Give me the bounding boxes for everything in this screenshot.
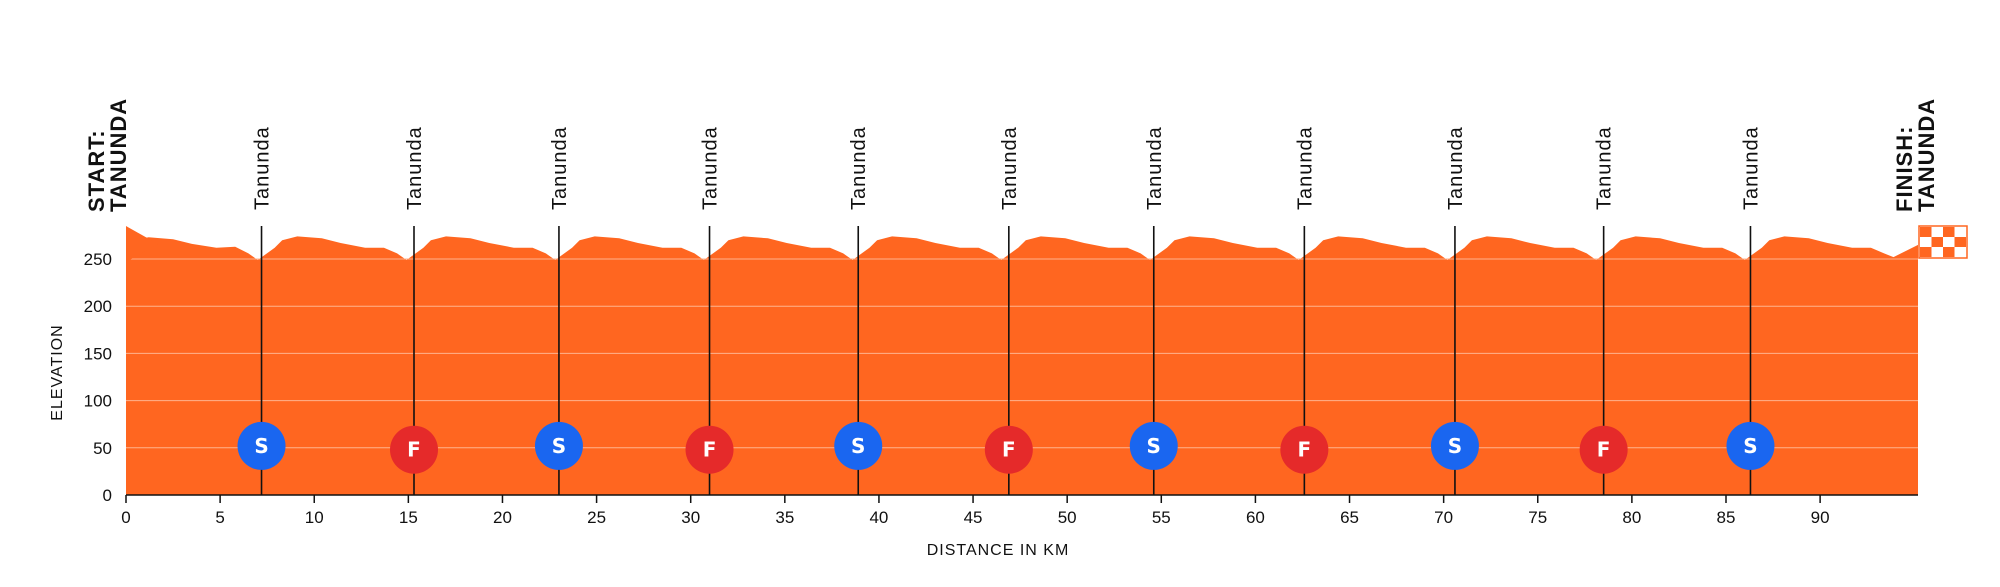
place-label-5: Tanunda <box>848 126 870 210</box>
place-label-9: Tanunda <box>1445 126 1467 210</box>
x-tick-label-60: 60 <box>1246 508 1265 527</box>
place-label-3: Tanunda <box>549 126 571 210</box>
x-tick-label-15: 15 <box>399 508 418 527</box>
finish-flag-cell-1-3 <box>1954 237 1966 247</box>
x-tick-label-30: 30 <box>681 508 700 527</box>
place-label-11: Tanunda <box>1740 126 1762 210</box>
y-tick-label-100: 100 <box>84 392 112 411</box>
finish-flag-cell-0-2 <box>1943 227 1955 237</box>
feed-marker-icon-8 <box>1280 425 1329 474</box>
feed-marker-letter-10: F <box>1597 438 1611 462</box>
sprint-marker-icon-3 <box>534 421 583 470</box>
x-axis-title: DISTANCE IN KM <box>927 542 1070 559</box>
feed-marker-icon-2 <box>390 425 438 474</box>
x-tick-label-20: 20 <box>493 508 512 527</box>
x-tick-label-45: 45 <box>964 508 983 527</box>
place-label-10: Tanunda <box>1594 126 1616 210</box>
start-flag-icon <box>126 226 158 262</box>
x-tick-label-35: 35 <box>775 508 794 527</box>
finish-flag-cell-2-0 <box>1920 247 1932 257</box>
feed-marker-letter-4: F <box>703 438 717 462</box>
sprint-marker-icon-1 <box>237 421 286 470</box>
sprint-marker-letter-3: S <box>552 434 566 458</box>
feed-marker-icon-10 <box>1579 425 1628 474</box>
feed-marker-letter-6: F <box>1002 438 1016 462</box>
y-tick-label-250: 250 <box>84 250 112 269</box>
finish-flag-cell-1-1 <box>1931 237 1943 247</box>
place-label-6: Tanunda <box>999 126 1021 210</box>
finish-flag-cell-0-0 <box>1920 227 1932 237</box>
x-tick-label-85: 85 <box>1717 508 1736 527</box>
sprint-marker-letter-11: S <box>1743 434 1757 458</box>
x-tick-label-0: 0 <box>121 508 130 527</box>
sprint-marker-icon-7 <box>1129 421 1178 470</box>
x-tick-label-40: 40 <box>869 508 888 527</box>
x-tick-label-50: 50 <box>1058 508 1077 527</box>
sprint-marker-letter-5: S <box>851 434 865 458</box>
y-tick-label-150: 150 <box>84 344 112 363</box>
x-tick-label-90: 90 <box>1811 508 1830 527</box>
x-tick-label-65: 65 <box>1340 508 1359 527</box>
x-tick-label-75: 75 <box>1528 508 1547 527</box>
start-label-line-1: START: <box>84 129 109 212</box>
feed-marker-icon-4 <box>685 425 734 474</box>
sprint-marker-letter-1: S <box>254 434 268 458</box>
finish-label-line-1: FINISH: <box>1892 126 1917 212</box>
x-tick-label-80: 80 <box>1622 508 1641 527</box>
x-tick-label-70: 70 <box>1434 508 1453 527</box>
y-tick-label-200: 200 <box>84 297 112 316</box>
feed-marker-letter-2: F <box>407 438 421 462</box>
axes: 0 50 100 150 200 250 ELEVATION 0 5 10 15 20 25 30 35 40… <box>49 250 1918 559</box>
x-tick-label-5: 5 <box>215 508 224 527</box>
y-tick-label-50: 50 <box>93 439 112 458</box>
feed-marker-letter-8: F <box>1298 438 1312 462</box>
feed-marker-icon-6 <box>984 425 1033 474</box>
finish-label-line-2: TANUNDA <box>1914 98 1939 212</box>
x-tick-label-55: 55 <box>1152 508 1171 527</box>
place-label-2: Tanunda <box>404 126 426 210</box>
sprint-marker-letter-7: S <box>1147 434 1161 458</box>
sprint-marker-icon-5 <box>834 421 883 470</box>
place-label-8: Tanunda <box>1294 126 1316 210</box>
sprint-marker-icon-9 <box>1430 421 1479 470</box>
sprint-marker-letter-9: S <box>1448 434 1462 458</box>
finish-flag-cell-2-2 <box>1943 247 1955 257</box>
place-label-7: Tanunda <box>1144 126 1166 210</box>
start-label-line-2: TANUNDA <box>106 98 131 212</box>
x-tick-label-10: 10 <box>305 508 324 527</box>
y-axis-title: ELEVATION <box>49 324 66 420</box>
place-label-4: Tanunda <box>700 126 722 210</box>
sprint-marker-icon-11 <box>1726 421 1775 470</box>
place-label-1: Tanunda <box>252 126 274 210</box>
chart-labels: Tanunda Tanunda Tanunda Tanunda Tanunda Tanun… <box>84 98 1939 212</box>
y-tick-label-0: 0 <box>103 486 112 505</box>
x-tick-label-25: 25 <box>587 508 606 527</box>
